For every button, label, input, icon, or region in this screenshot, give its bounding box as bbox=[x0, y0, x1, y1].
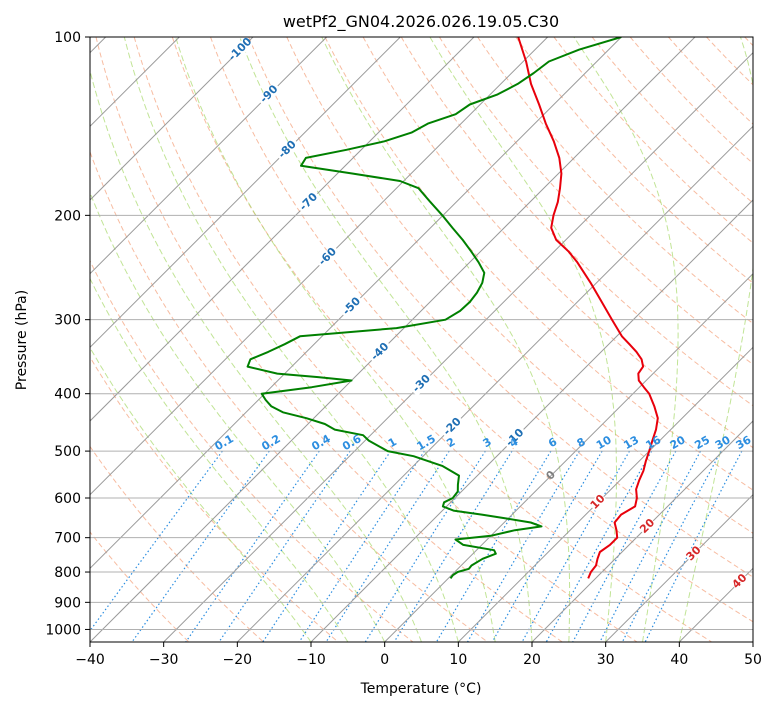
dry-adiabat bbox=[95, 37, 563, 642]
moist-adiabat bbox=[123, 37, 459, 642]
x-tick-label: 0 bbox=[380, 652, 389, 668]
mixing-ratio-line bbox=[364, 450, 486, 642]
y-axis-ticks: 100 200 300 400 500 600 700 800 900 1000 bbox=[45, 30, 90, 638]
background-grid bbox=[90, 37, 753, 642]
label-background bbox=[367, 339, 393, 365]
label-background bbox=[315, 244, 341, 270]
label-background bbox=[502, 425, 528, 451]
label-background bbox=[440, 414, 465, 440]
y-tick-label: 500 bbox=[54, 444, 81, 460]
x-axis-label: Temperature (°C) bbox=[360, 681, 482, 697]
mixing-ratio-line bbox=[131, 450, 270, 642]
y-tick-label: 600 bbox=[54, 491, 81, 507]
isotherm-line bbox=[531, 420, 753, 642]
y-tick-label: 200 bbox=[54, 208, 81, 224]
moist-adiabat bbox=[429, 37, 617, 642]
x-tick-label: 30 bbox=[597, 652, 615, 668]
label-background bbox=[638, 516, 658, 536]
isotherm-line bbox=[90, 37, 254, 201]
isotherm-line bbox=[90, 37, 328, 275]
y-tick-label: 700 bbox=[54, 531, 81, 547]
x-axis-ticks: −40 −30 −20 −10 0 10 20 30 40 50 bbox=[75, 642, 762, 668]
dry-adiabat bbox=[553, 37, 753, 244]
label-background bbox=[409, 371, 435, 397]
moist-adiabat bbox=[239, 37, 533, 642]
isotherm-line bbox=[605, 493, 753, 642]
moist-adiabat bbox=[90, 68, 422, 642]
x-tick-label: 40 bbox=[670, 652, 688, 668]
mixing-ratio-line bbox=[435, 450, 552, 642]
plot-frame bbox=[89, 36, 754, 643]
y-axis-label: Pressure (hPa) bbox=[14, 290, 30, 390]
mixing-ratio-line bbox=[521, 450, 631, 642]
mixing-ratio-line bbox=[491, 450, 603, 642]
dewpoint-line bbox=[246, 37, 622, 579]
dry-adiabat bbox=[286, 37, 753, 534]
dry-adiabat bbox=[324, 37, 753, 491]
label-background bbox=[730, 571, 750, 592]
dry-adiabat bbox=[210, 37, 753, 623]
dry-adiabat bbox=[438, 37, 753, 366]
x-tick-label: −20 bbox=[223, 652, 253, 668]
isotherm-line bbox=[90, 37, 475, 422]
x-tick-label: 50 bbox=[744, 652, 762, 668]
moist-adiabat bbox=[321, 37, 571, 642]
isotherm-line bbox=[236, 125, 753, 642]
isotherm-line bbox=[90, 37, 622, 570]
dry-adiabat bbox=[515, 37, 753, 284]
isotherm-line bbox=[90, 37, 549, 496]
dry-adiabat bbox=[90, 445, 264, 642]
dry-adiabat bbox=[629, 37, 753, 165]
label-background bbox=[339, 294, 365, 319]
mixing-ratio-line bbox=[218, 450, 351, 642]
label-background bbox=[588, 492, 608, 512]
y-tick-label: 800 bbox=[54, 565, 81, 581]
isotherm-line bbox=[163, 51, 753, 642]
mixing-ratio-line bbox=[621, 450, 722, 642]
temperature-line bbox=[517, 37, 659, 579]
mixing-ratio-line bbox=[185, 450, 320, 642]
moist-adiabat bbox=[90, 346, 312, 642]
y-tick-label: 400 bbox=[54, 387, 81, 403]
chart-title: wetPf2_GN04.2026.026.19.05.C30 bbox=[283, 12, 559, 32]
mixing-ratio-line bbox=[393, 450, 513, 642]
x-tick-label: −10 bbox=[296, 652, 326, 668]
x-tick-label: −30 bbox=[149, 652, 179, 668]
label-background bbox=[228, 37, 253, 62]
dry-adiabat bbox=[248, 37, 753, 578]
dry-adiabat bbox=[171, 37, 712, 642]
label-background bbox=[256, 82, 282, 107]
isotherm-line bbox=[384, 272, 753, 642]
dry-adiabat bbox=[400, 37, 753, 407]
x-tick-label: 20 bbox=[523, 652, 541, 668]
label-background bbox=[684, 544, 704, 564]
y-tick-label: 100 bbox=[54, 30, 81, 46]
y-tick-label: 1000 bbox=[45, 622, 81, 638]
moist-adiabat bbox=[90, 277, 349, 642]
label-background bbox=[275, 137, 300, 163]
mixing-ratio-line bbox=[599, 450, 702, 642]
isotherm-line bbox=[90, 37, 696, 642]
label-background bbox=[296, 189, 322, 215]
mixing-ratio-line bbox=[545, 450, 653, 642]
isotherm-line bbox=[457, 346, 753, 642]
dry-adiabat bbox=[90, 259, 414, 642]
mixing-ratio-line bbox=[572, 450, 677, 642]
mixing-ratio-line bbox=[466, 450, 580, 642]
x-tick-label: 10 bbox=[449, 652, 467, 668]
moist-adiabat bbox=[678, 37, 753, 642]
isotherm-line bbox=[90, 37, 401, 349]
y-tick-label: 900 bbox=[54, 595, 81, 611]
y-tick-label: 300 bbox=[54, 313, 81, 329]
moist-adiabat bbox=[573, 37, 679, 642]
sounding-curves bbox=[246, 37, 659, 579]
isotherm-line bbox=[310, 199, 753, 642]
moist-adiabat bbox=[90, 191, 386, 642]
moist-adiabat bbox=[175, 37, 496, 642]
x-tick-label: −40 bbox=[75, 652, 105, 668]
